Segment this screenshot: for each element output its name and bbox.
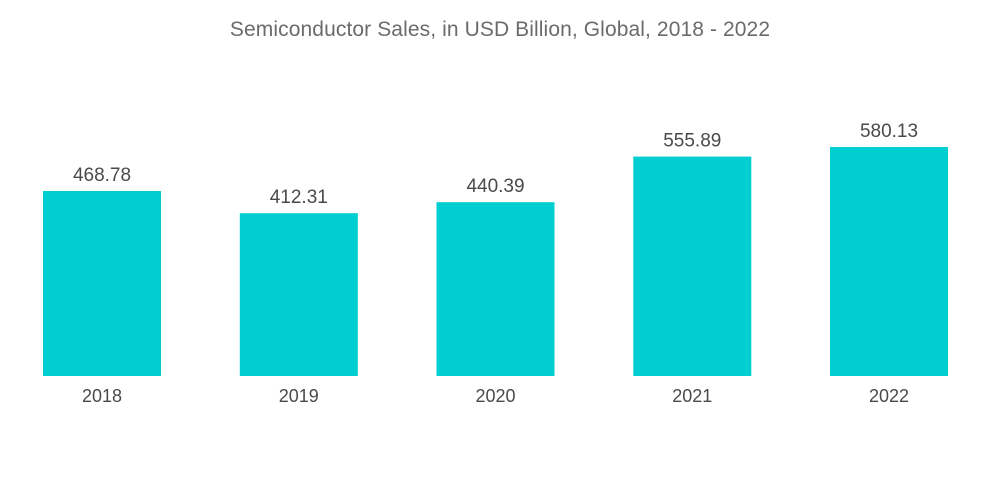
value-label-2019: 412.31 xyxy=(270,187,328,208)
bar-2018 xyxy=(43,191,161,376)
x-tick-label-2018: 2018 xyxy=(82,386,122,406)
chart-title: Semiconductor Sales, in USD Billion, Glo… xyxy=(229,18,771,41)
bar-2021 xyxy=(633,156,752,376)
x-tick-label-2021: 2021 xyxy=(672,386,712,406)
bar-2019 xyxy=(239,213,358,376)
x-tick-label-2020: 2020 xyxy=(475,386,515,406)
x-tick-label-2022: 2022 xyxy=(869,386,909,406)
value-label-2022: 580.13 xyxy=(860,121,918,142)
x-tick-label-2019: 2019 xyxy=(279,386,319,406)
value-label-2018: 468.78 xyxy=(73,165,131,186)
bar-2020 xyxy=(436,202,555,376)
value-label-2021: 555.89 xyxy=(663,131,721,152)
bar-2022 xyxy=(830,147,948,376)
value-label-2020: 440.39 xyxy=(466,176,524,197)
